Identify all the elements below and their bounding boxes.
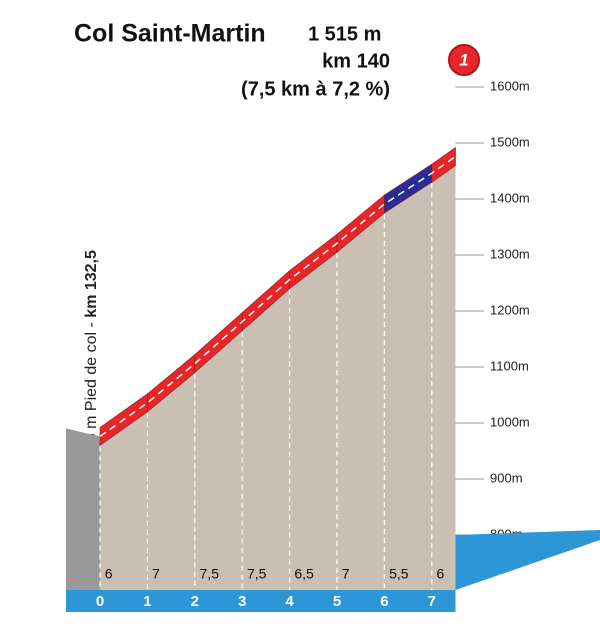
x-tick-label: 4 [285,593,294,610]
climb-altitude: 1 515 m [308,23,381,45]
y-tick-label: 1600m [490,78,530,93]
badge-number: 1 [459,50,468,69]
gradient-label: 7 [342,566,350,582]
base-km: km 132,5 [83,250,100,318]
y-tick-label: 1000m [490,414,530,429]
gradient-label: 7,5 [200,566,220,582]
climb-title: Col Saint-Martin [74,20,266,48]
y-tick-label: 1200m [490,302,530,317]
x-tick-label: 6 [380,593,388,610]
y-tick-label: 1400m [490,190,530,205]
gradient-label: 6 [105,566,113,582]
x-tick-label: 3 [238,593,246,610]
axis-band-front [66,590,456,612]
climb-km: km 140 [322,50,390,72]
x-tick-label: 5 [333,593,341,610]
base-text: 976 m Pied de col - [83,318,100,460]
x-tick-label: 7 [428,593,436,610]
terrain [66,156,456,590]
x-tick-label: 2 [191,593,199,610]
badge-circle [448,44,480,76]
y-tick-label: 900m [490,470,523,485]
y-tick-label: 1300m [490,246,530,261]
gradient-label: 5,5 [389,566,409,582]
y-tick-label: 1100m [490,358,529,373]
gradient-label: 7,5 [247,566,267,582]
y-tick-label: 1500m [490,134,530,149]
x-tick-label: 1 [143,593,151,610]
base-label: 976 m Pied de col - km 132,5 [83,250,100,460]
gradient-label: 6 [437,566,445,582]
center-dash [99,155,456,438]
gradient-label: 7 [152,566,160,582]
x-tick-label: 0 [96,593,104,610]
gradient-label: 6,5 [294,566,314,582]
climb-summary: (7,5 km à 7,2 %) [241,78,390,100]
terrain-side [66,428,100,590]
